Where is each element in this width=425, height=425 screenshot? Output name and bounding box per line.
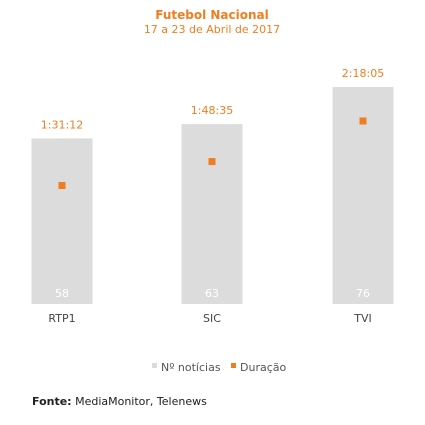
bar-value-label: 76 [356, 287, 370, 300]
duration-marker-tvi [359, 117, 367, 125]
legend: Nº notícias Duração [152, 361, 286, 374]
legend-news-count-swatch [152, 363, 157, 368]
duration-marker-sic [208, 158, 216, 166]
duration-label: 1:48:35 [191, 104, 233, 117]
legend-duration-label: Duração [240, 361, 286, 374]
duration-label: 2:18:05 [342, 67, 384, 80]
duration-label: 1:31:12 [41, 118, 83, 131]
chart-title: Futebol Nacional [155, 8, 269, 22]
bars-group: 58 1:31:12 RTP1 63 1:48:35 SIC 76 2:18:05 TVI [31, 67, 394, 325]
duration-marker-rtp1 [58, 182, 66, 190]
source-text: MediaMonitor, Telenews [75, 395, 207, 408]
category-label: TVI [353, 312, 372, 325]
category-label: RTP1 [48, 312, 75, 325]
legend-news-count-label: Nº notícias [161, 361, 221, 374]
category-label: SIC [203, 312, 221, 325]
source-note: Fonte: MediaMonitor, Telenews [32, 395, 207, 408]
bar-value-label: 58 [55, 287, 69, 300]
bar-value-label: 63 [205, 287, 219, 300]
bar-rtp1 [31, 138, 93, 304]
chart-subtitle: 17 a 23 de Abril de 2017 [144, 23, 280, 36]
legend-duration-swatch [231, 363, 236, 368]
source-label: Fonte: [32, 395, 72, 408]
bar-sic [181, 124, 243, 304]
